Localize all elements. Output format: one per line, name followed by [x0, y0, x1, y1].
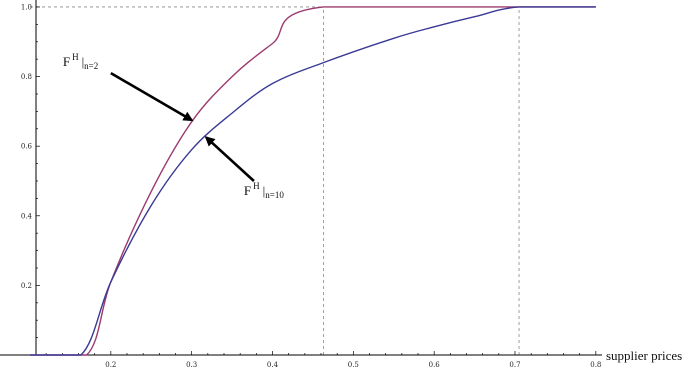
annotation-label-n2: F H |n=2 — [63, 52, 98, 71]
x-tick-label: 0.2 — [105, 361, 116, 369]
y-tick-label: 0.6 — [21, 143, 33, 151]
x-tick-label: 0.6 — [429, 361, 441, 369]
x-tick-label: 0.7 — [509, 361, 520, 369]
y-tick-label: 0.2 — [21, 282, 32, 290]
x-tick-label: 0.4 — [267, 361, 279, 369]
x-tick-label: 0.3 — [186, 361, 197, 369]
annotation-arrow-n10 — [204, 136, 255, 182]
series-line-1 — [30, 6, 596, 356]
x-tick-label: 0.5 — [348, 361, 359, 369]
annotation-arrow-n2 — [110, 71, 194, 122]
series-line-0 — [30, 6, 596, 356]
x-tick-label: 0.8 — [590, 361, 601, 369]
y-tick-label: 1.0 — [21, 3, 32, 11]
x-axis-label: supplier prices — [606, 348, 682, 363]
annotation-label-n10: F H |n=10 — [244, 181, 284, 200]
y-tick-label: 0.8 — [21, 73, 32, 81]
y-tick-label: 0.4 — [21, 212, 33, 220]
